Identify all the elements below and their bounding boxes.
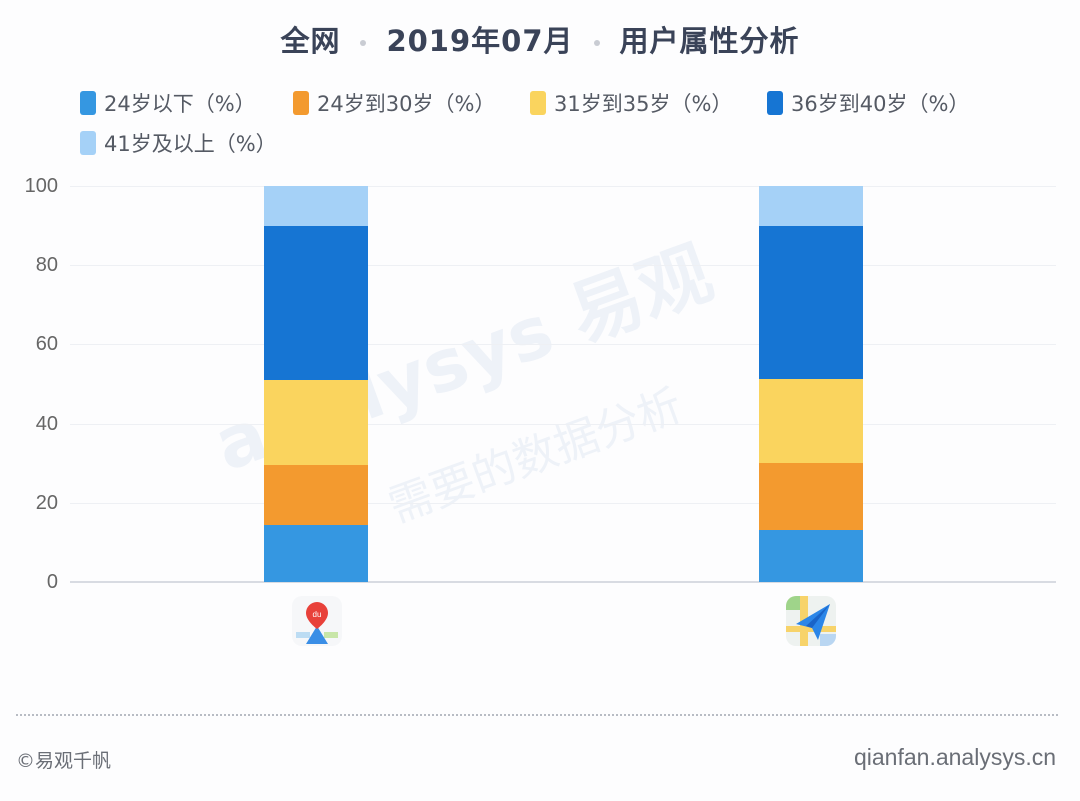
bar-amap[interactable] — [759, 186, 863, 582]
svg-text:du: du — [313, 610, 322, 619]
gridline — [70, 503, 1056, 504]
segment-24-30[interactable] — [264, 465, 368, 525]
legend-swatch — [530, 91, 546, 115]
legend-label: 36岁到40岁（%） — [791, 92, 970, 116]
title-subject: 用户属性分析 — [619, 24, 800, 58]
chart-title: 全网 2019年07月 用户属性分析 — [0, 18, 1080, 60]
copyright-label: ©易观千帆 — [16, 750, 112, 772]
y-tick: 40 — [35, 413, 58, 435]
legend-item-31-35[interactable]: 31岁到35岁（%） — [530, 88, 732, 118]
segment-36-40[interactable] — [264, 226, 368, 380]
legend-item-under-24[interactable]: 24岁以下（%） — [80, 88, 256, 118]
segment-under-24[interactable] — [759, 530, 863, 582]
baidu-map-app-icon: du — [292, 596, 342, 646]
y-tick: 100 — [24, 175, 58, 197]
segment-24-30[interactable] — [759, 463, 863, 530]
segment-31-35[interactable] — [759, 379, 863, 463]
segment-31-35[interactable] — [264, 380, 368, 465]
y-tick: 20 — [35, 492, 58, 514]
legend-label: 24岁以下（%） — [104, 92, 256, 116]
gaode-amap-app-icon — [786, 596, 836, 646]
source-url: qianfan.analysys.cn — [853, 744, 1056, 770]
title-date: 2019年07月 — [386, 24, 574, 58]
legend-item-41-plus[interactable]: 41岁及以上（%） — [80, 128, 277, 158]
gridline — [70, 265, 1056, 266]
separator-dot — [593, 40, 600, 46]
footer-divider — [16, 714, 1058, 716]
legend-swatch — [80, 131, 96, 155]
legend-item-24-30[interactable]: 24岁到30岁（%） — [293, 88, 495, 118]
segment-41-plus[interactable] — [264, 186, 368, 226]
gridline — [70, 424, 1056, 425]
y-tick: 60 — [35, 333, 58, 355]
separator-dot — [360, 40, 367, 46]
gridline — [70, 344, 1056, 345]
legend-swatch — [767, 91, 783, 115]
legend-swatch — [80, 91, 96, 115]
legend-label: 24岁到30岁（%） — [317, 92, 496, 116]
segment-36-40[interactable] — [759, 226, 863, 379]
gridline — [70, 186, 1056, 187]
legend-item-36-40[interactable]: 36岁到40岁（%） — [767, 88, 969, 118]
title-scope: 全网 — [280, 24, 341, 58]
x-axis — [70, 581, 1056, 583]
legend-swatch — [293, 91, 309, 115]
y-tick: 80 — [35, 254, 58, 276]
segment-41-plus[interactable] — [759, 186, 863, 226]
segment-under-24[interactable] — [264, 525, 368, 582]
bar-baidu-map[interactable] — [264, 186, 368, 582]
legend-label: 31岁到35岁（%） — [554, 92, 733, 116]
y-tick: 0 — [46, 571, 58, 593]
legend-label: 41岁及以上（%） — [104, 132, 277, 156]
